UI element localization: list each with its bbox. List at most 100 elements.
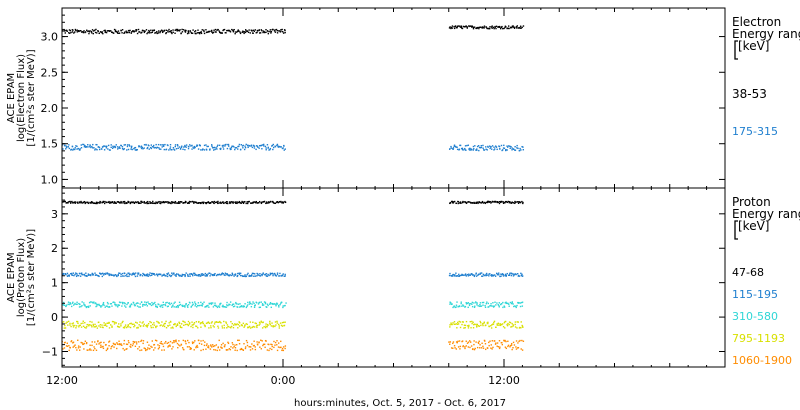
data-point [125, 274, 127, 277]
data-point [479, 305, 481, 308]
data-point [517, 346, 520, 349]
data-point [138, 31, 141, 33]
data-point [178, 201, 180, 203]
data-point [95, 201, 98, 203]
data-point [215, 274, 218, 277]
data-point [281, 274, 283, 277]
data-point [123, 200, 126, 203]
legend-title-electron: Electron [732, 15, 781, 29]
data-point [79, 149, 81, 151]
data-point [520, 274, 523, 277]
data-point [169, 274, 171, 277]
data-point [496, 342, 499, 344]
data-point [98, 343, 100, 345]
data-point [85, 31, 87, 33]
data-point [492, 274, 495, 277]
data-point [231, 272, 233, 274]
data-point [519, 201, 522, 204]
data-point [498, 347, 501, 350]
data-point [217, 325, 219, 327]
data-point [229, 202, 231, 205]
data-point [183, 324, 185, 326]
data-point [483, 25, 486, 27]
data-point [221, 347, 223, 349]
data-point [203, 344, 206, 347]
data-point [214, 304, 217, 307]
data-point [238, 30, 240, 32]
data-point [101, 275, 104, 278]
data-point [198, 304, 200, 307]
data-point [452, 147, 455, 149]
data-point [87, 274, 90, 276]
data-point [472, 348, 474, 350]
data-point [471, 322, 473, 325]
data-point [489, 273, 491, 275]
data-point [91, 326, 93, 328]
data-point [116, 146, 119, 148]
data-point [202, 303, 204, 305]
y-tick-label-electron: 2.5 [41, 66, 59, 79]
data-point [110, 324, 112, 326]
data-point [267, 147, 269, 149]
data-point [205, 344, 208, 347]
data-point [130, 146, 133, 149]
data-point [268, 274, 270, 277]
data-point [280, 340, 282, 343]
data-point [200, 326, 202, 328]
data-point [191, 200, 194, 203]
data-point [450, 322, 452, 324]
data-point [470, 25, 472, 27]
data-point [107, 201, 110, 204]
data-point [152, 29, 154, 32]
data-point [467, 306, 469, 309]
data-point [92, 32, 94, 35]
data-point [209, 348, 212, 350]
data-point [255, 148, 257, 151]
data-point [140, 202, 142, 204]
data-point [125, 326, 128, 329]
data-point [479, 347, 481, 349]
data-point [242, 349, 245, 351]
data-point [138, 306, 140, 308]
data-point [77, 274, 80, 277]
data-point [96, 144, 98, 146]
data-point [279, 322, 282, 324]
data-point [506, 149, 508, 151]
data-point [133, 325, 135, 328]
data-point [184, 323, 187, 326]
data-point [190, 31, 192, 34]
data-point [144, 202, 147, 204]
data-point [454, 347, 456, 349]
data-point [237, 303, 240, 305]
data-point [69, 200, 71, 203]
data-point [450, 27, 452, 30]
data-point [111, 326, 113, 328]
data-point [187, 275, 189, 277]
data-point [104, 29, 106, 31]
data-point [132, 272, 134, 274]
data-point [183, 274, 185, 276]
data-point [220, 202, 223, 204]
data-point [485, 324, 487, 326]
data-point [246, 344, 249, 347]
data-point [170, 275, 172, 278]
data-point [275, 28, 278, 31]
data-point [258, 341, 260, 343]
data-point [188, 301, 191, 304]
data-point [474, 305, 476, 307]
data-point [64, 327, 67, 329]
data-point [217, 327, 220, 329]
data-point [103, 324, 105, 327]
data-point [109, 30, 111, 32]
data-point [461, 274, 464, 276]
data-point [510, 202, 512, 204]
data-point [112, 31, 114, 34]
data-point [463, 274, 465, 276]
data-point [133, 202, 136, 204]
data-point [184, 321, 186, 324]
data-point [103, 272, 105, 275]
data-point [186, 339, 189, 342]
data-point [271, 272, 274, 275]
data-point [480, 324, 482, 327]
data-point [161, 31, 164, 34]
